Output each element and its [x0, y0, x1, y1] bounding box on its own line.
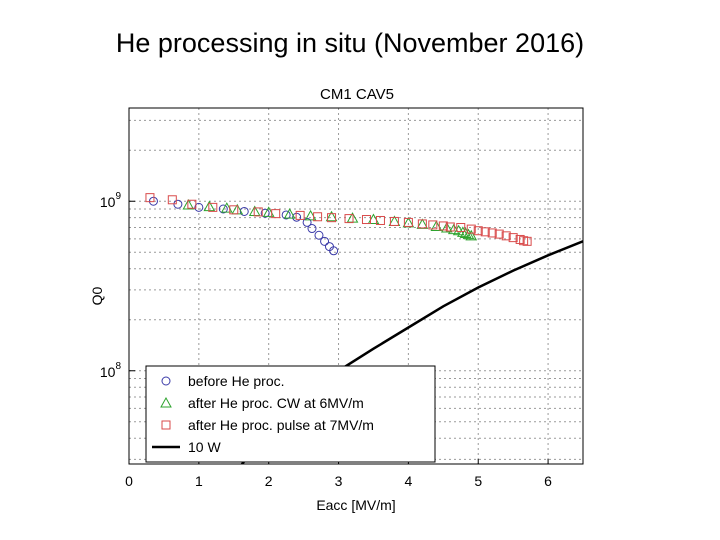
x-tick-label: 4: [404, 473, 412, 489]
x-tick-label: 5: [474, 473, 482, 489]
data-point-after-he-proc-pulse-at-7mv-m: [208, 202, 218, 212]
data-point-after-he-proc-pulse-at-7mv-m: [229, 205, 239, 215]
x-tick-label: 6: [544, 473, 552, 489]
data-point-after-he-proc-pulse-at-7mv-m: [480, 227, 490, 237]
legend: before He proc. after He proc. CW at 6MV/…: [145, 365, 436, 463]
data-point-before-he-proc: [260, 208, 270, 218]
data-point-after-he-proc-pulse-at-7mv-m: [327, 213, 337, 223]
data-point-after-he-proc-pulse-at-7mv-m: [375, 215, 385, 225]
data-point-before-he-proc: [194, 202, 204, 212]
data-point-after-he-proc-cw-at-6mv-m: [283, 208, 296, 219]
data-point-after-he-proc-cw-at-6mv-m: [182, 198, 195, 210]
data-point-after-he-proc-cw-at-6mv-m: [462, 228, 475, 240]
data-point-after-he-proc-pulse-at-7mv-m: [494, 229, 504, 239]
plot-area-frame: [128, 107, 584, 465]
legend-entry: before He proc.: [161, 373, 285, 389]
data-point-after-he-proc-pulse-at-7mv-m: [438, 221, 448, 231]
data-point-after-he-proc-pulse-at-7mv-m: [473, 226, 483, 236]
data-markers: [145, 193, 532, 256]
legend-label: after He proc. CW at 6MV/m: [188, 395, 364, 411]
data-point-after-he-proc-pulse-at-7mv-m: [145, 193, 155, 203]
slide-title: He processing in situ (November 2016): [115, 28, 585, 58]
x-axis-label: Eacc [MV/m]: [316, 497, 395, 513]
data-point-after-he-proc-pulse-at-7mv-m: [313, 212, 323, 222]
data-point-before-he-proc: [302, 217, 312, 227]
legend-entry: after He proc. CW at 6MV/m: [160, 395, 364, 411]
axis-ticks: 0 1 2 3 4 5 6 108 109: [100, 191, 552, 489]
legend-label: after He proc. pulse at 7MV/m: [188, 417, 374, 433]
data-point-after-he-proc-pulse-at-7mv-m: [466, 224, 476, 234]
data-point-before-he-proc: [320, 236, 330, 246]
data-point-after-he-proc-pulse-at-7mv-m: [501, 231, 511, 241]
data-point-after-he-proc-pulse-at-7mv-m: [187, 199, 197, 209]
chart-title: CM1 CAV5: [320, 86, 394, 103]
data-point-before-he-proc: [218, 204, 228, 214]
data-point-after-he-proc-pulse-at-7mv-m: [508, 233, 518, 243]
data-point-after-he-proc-pulse-at-7mv-m: [456, 222, 466, 232]
data-point-after-he-proc-pulse-at-7mv-m: [295, 210, 305, 220]
data-point-after-he-proc-cw-at-6mv-m: [440, 221, 453, 233]
y-tick-label: 109: [100, 191, 122, 210]
data-point-after-he-proc-pulse-at-7mv-m: [389, 216, 399, 226]
data-point-before-he-proc: [292, 212, 302, 222]
data-point-before-he-proc: [239, 206, 249, 216]
data-point-after-he-proc-pulse-at-7mv-m: [344, 214, 354, 224]
data-point-before-he-proc: [307, 224, 317, 234]
data-point-after-he-proc-pulse-at-7mv-m: [167, 195, 177, 205]
data-point-before-he-proc: [314, 230, 324, 240]
legend-marker-swatch: [161, 376, 171, 386]
y-tick-label: 108: [100, 361, 122, 380]
legend-marker-swatch: [161, 420, 171, 430]
data-point-after-he-proc-pulse-at-7mv-m: [445, 222, 455, 232]
data-point-after-he-proc-pulse-at-7mv-m: [515, 234, 525, 244]
data-point-after-he-proc-pulse-at-7mv-m: [522, 236, 532, 246]
legend-marker-swatch: [160, 396, 172, 408]
data-point-after-he-proc-pulse-at-7mv-m: [417, 219, 427, 229]
legend-entry: 10 W: [152, 439, 221, 455]
legend-box: [145, 365, 436, 463]
data-point-after-he-proc-pulse-at-7mv-m: [271, 209, 281, 219]
data-point-before-he-proc: [329, 246, 339, 256]
x-tick-label: 1: [195, 473, 203, 489]
x-tick-label: 2: [265, 473, 273, 489]
x-tick-label: 0: [125, 473, 133, 489]
x-tick-label: 3: [335, 473, 343, 489]
data-point-before-he-proc: [281, 210, 291, 220]
data-point-after-he-proc-pulse-at-7mv-m: [519, 236, 529, 246]
data-point-after-he-proc-pulse-at-7mv-m: [361, 215, 371, 225]
y-axis-label: Q0: [89, 286, 105, 305]
data-point-after-he-proc-pulse-at-7mv-m: [428, 220, 438, 230]
legend-label: before He proc.: [188, 373, 285, 389]
legend-entry: after He proc. pulse at 7MV/m: [161, 417, 374, 433]
data-point-after-he-proc-cw-at-6mv-m: [465, 229, 478, 241]
data-point-after-he-proc-cw-at-6mv-m: [416, 218, 429, 229]
data-point-after-he-proc-cw-at-6mv-m: [203, 200, 216, 212]
data-point-after-he-proc-pulse-at-7mv-m: [403, 217, 413, 227]
data-point-after-he-proc-cw-at-6mv-m: [325, 210, 338, 222]
data-point-after-he-proc-pulse-at-7mv-m: [253, 207, 263, 217]
data-point-after-he-proc-pulse-at-7mv-m: [487, 228, 497, 238]
legend-label: 10 W: [188, 439, 221, 455]
